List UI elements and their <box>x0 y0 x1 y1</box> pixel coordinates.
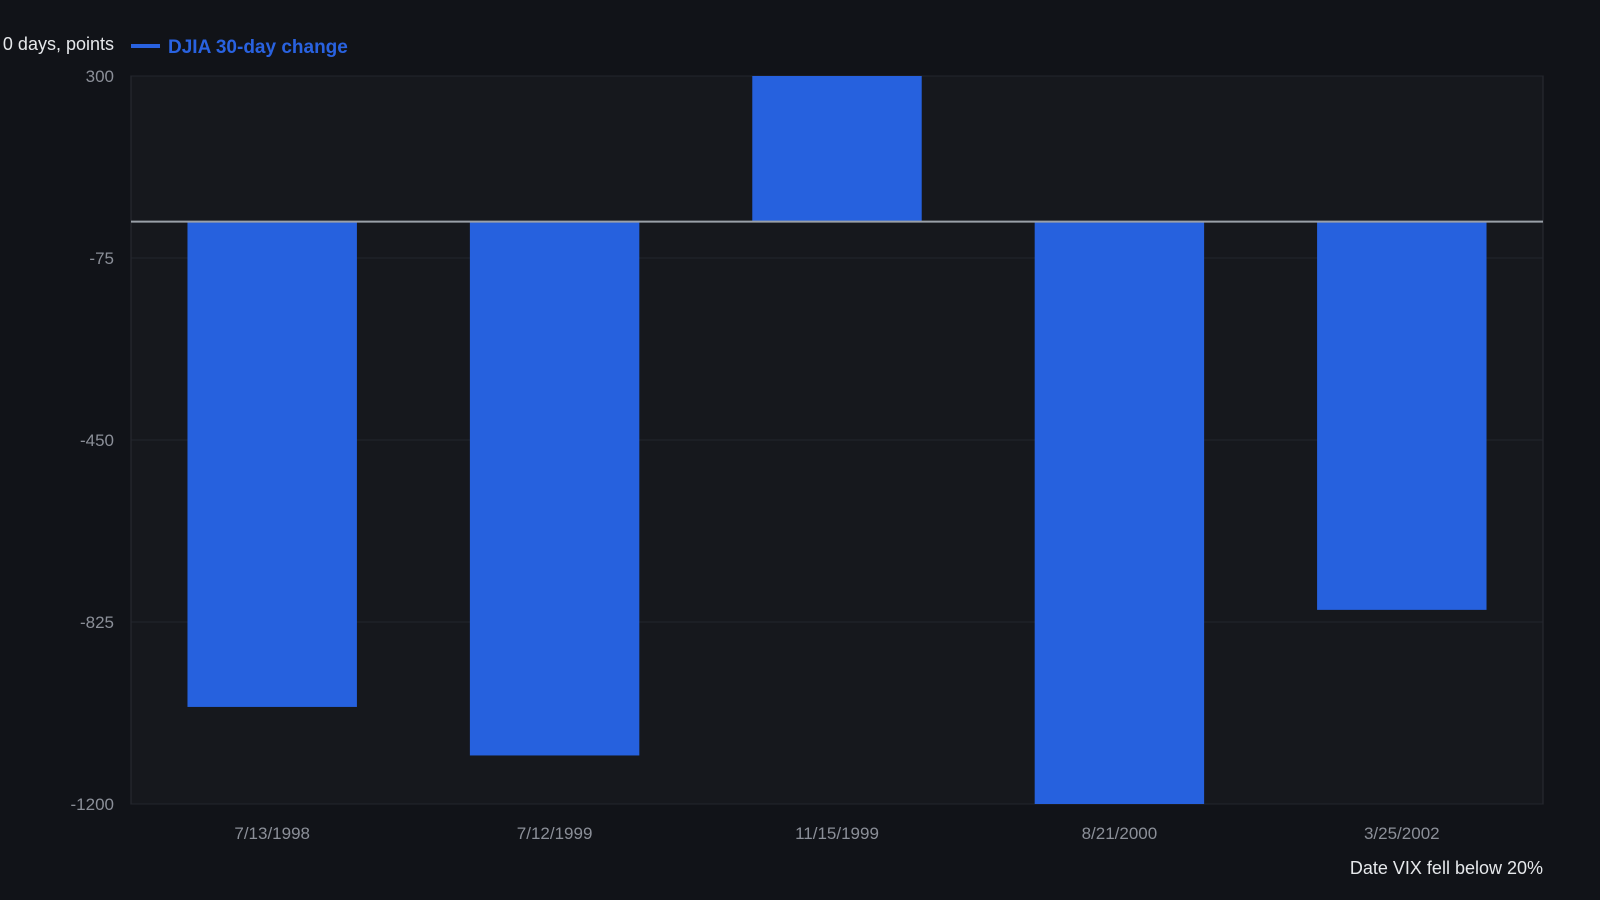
y-tick-label: 300 <box>86 67 114 86</box>
x-axis-ticks: 7/13/1998 7/12/1999 11/15/1999 8/21/2000 3/2… <box>234 824 1439 843</box>
gridlines <box>131 75 1543 805</box>
y-tick-label: -450 <box>80 431 114 450</box>
legend-label: DJIA 30-day change <box>168 37 348 58</box>
bars <box>187 76 1487 805</box>
y-tick-label: -75 <box>89 249 114 268</box>
bar-7/13/1998 <box>187 221 357 707</box>
x-axis-title: Date VIX fell below 20% <box>1350 858 1543 878</box>
bar-11/15/1999 <box>752 76 922 222</box>
x-tick-label: 3/25/2002 <box>1364 824 1440 843</box>
bar-8/21/2000 <box>1034 221 1205 805</box>
x-tick-label: 8/21/2000 <box>1082 824 1158 843</box>
x-tick-label: 11/15/1999 <box>795 824 879 843</box>
legend: DJIA 30-day change <box>131 37 348 58</box>
x-tick-label: 7/12/1999 <box>517 824 593 843</box>
y-axis-ticks: 300 -75 -450 -825 -1200 <box>71 67 114 814</box>
x-tick-label: 7/13/1998 <box>234 824 310 843</box>
y-axis-title: 0 days, points <box>3 34 114 54</box>
y-tick-label: -825 <box>80 613 114 632</box>
bar-7/12/1999 <box>469 221 640 756</box>
y-tick-label: -1200 <box>71 795 114 814</box>
bar-3/25/2002 <box>1317 221 1487 610</box>
